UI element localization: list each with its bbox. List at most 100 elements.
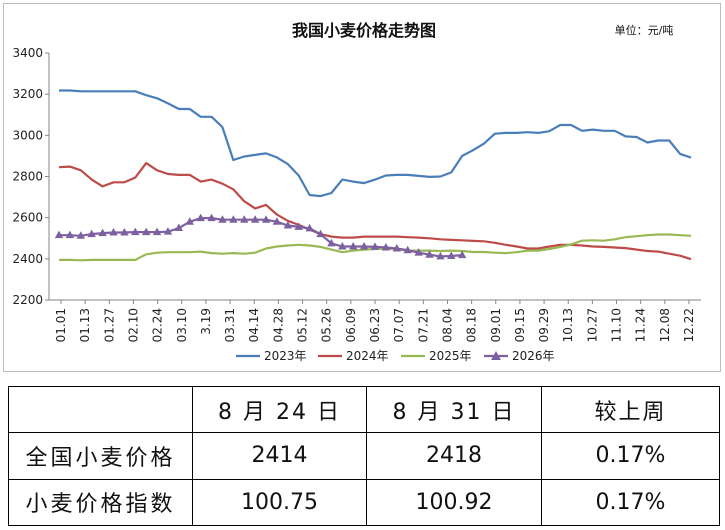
table-cell: 100.92 bbox=[366, 478, 542, 527]
data-point-marker bbox=[261, 215, 271, 223]
y-tick-label: 3400 bbox=[12, 46, 43, 60]
chart-unit-label: 单位：元/吨 bbox=[615, 23, 674, 37]
legend-label: 2026年 bbox=[512, 349, 555, 363]
x-tick-label: 01.13 bbox=[78, 308, 92, 342]
x-tick-label: 09.01 bbox=[489, 308, 503, 342]
y-tick-label: 2800 bbox=[12, 170, 43, 184]
data-point-marker bbox=[436, 251, 445, 260]
data-point-marker bbox=[381, 243, 391, 251]
series-line bbox=[59, 89, 692, 198]
table-cell: 2414 bbox=[192, 432, 367, 480]
table-header-cell: 8 月 31 日 bbox=[366, 385, 542, 434]
x-tick-label: 05.12 bbox=[296, 308, 310, 342]
series-line bbox=[58, 162, 692, 261]
table-row: 小麦价格指数 100.75 100.92 0.17% bbox=[8, 478, 720, 527]
data-point-marker bbox=[240, 215, 249, 223]
table-row: 全国小麦价格 2414 2418 0.17% bbox=[8, 432, 720, 480]
x-tick-label: 09.29 bbox=[537, 308, 551, 342]
x-tick-label: 06.23 bbox=[368, 308, 382, 342]
price-summary-table: 8 月 24 日 8 月 31 日 较上周 全国小麦价格 2414 2418 0… bbox=[8, 385, 720, 527]
data-point-marker bbox=[65, 230, 75, 239]
price-trend-chart: 我国小麦价格走势图 单位：元/吨 2200 2400 2600 2800 3000 320… bbox=[12, 21, 701, 363]
data-point-marker bbox=[414, 248, 423, 256]
data-point-marker bbox=[141, 227, 151, 236]
x-tick-label: 09.15 bbox=[513, 308, 527, 342]
x-tick-label: 01.27 bbox=[102, 308, 116, 342]
x-tick-label: 03.31 bbox=[223, 308, 237, 342]
x-tick-label: 07.21 bbox=[416, 308, 430, 342]
data-point-marker bbox=[283, 220, 293, 229]
data-point-marker bbox=[152, 227, 162, 236]
legend-label: 2023年 bbox=[264, 349, 307, 363]
x-tick-label: 08.04 bbox=[440, 308, 454, 342]
x-tick-label: 04.14 bbox=[247, 308, 261, 342]
chart-panel: 我国小麦价格走势图 单位：元/吨 2200 2400 2600 2800 3000 320… bbox=[3, 3, 721, 372]
chart-legend: 2023年 2024年 2025年 2026年 bbox=[236, 349, 555, 363]
x-tick-label: 07.07 bbox=[392, 308, 406, 342]
x-tick-label: 02.10 bbox=[126, 308, 140, 342]
data-point-marker bbox=[174, 223, 184, 231]
data-point-marker bbox=[359, 241, 369, 250]
data-point-marker bbox=[98, 228, 107, 237]
x-tick-label: 11.24 bbox=[634, 308, 648, 342]
data-point-marker bbox=[131, 227, 140, 236]
table-header-cell bbox=[8, 385, 193, 434]
data-point-marker bbox=[349, 241, 358, 250]
table-cell: 0.17% bbox=[541, 432, 720, 480]
data-point-marker bbox=[250, 215, 260, 223]
data-point-marker bbox=[316, 229, 325, 238]
table-header-cell: 较上周 bbox=[541, 385, 720, 434]
x-tick-label: 12.08 bbox=[658, 308, 672, 342]
x-tick-label: 02.24 bbox=[151, 308, 165, 342]
y-tick-label: 3000 bbox=[12, 128, 43, 142]
data-point-marker bbox=[370, 242, 380, 250]
data-point-marker bbox=[218, 215, 227, 223]
data-point-marker bbox=[54, 230, 64, 239]
x-tick-label: 01.01 bbox=[54, 308, 68, 342]
legend-label: 2024年 bbox=[346, 349, 389, 363]
x-tick-label: 12.22 bbox=[682, 308, 696, 342]
data-point-marker bbox=[305, 223, 314, 232]
data-point-marker bbox=[327, 238, 336, 247]
table-cell: 2418 bbox=[366, 432, 542, 480]
data-point-marker bbox=[196, 213, 205, 222]
chart-series-lines bbox=[54, 89, 692, 262]
row-label: 全国小麦价格 bbox=[8, 432, 193, 480]
data-point-marker bbox=[403, 245, 412, 254]
chart-axes: 2200 2400 2600 2800 3000 3200 3400 01.01 01.13 01… bbox=[12, 46, 701, 342]
data-point-marker bbox=[447, 251, 456, 259]
data-point-marker bbox=[425, 250, 434, 258]
data-point-marker bbox=[294, 222, 303, 230]
y-tick-label: 2600 bbox=[12, 211, 43, 225]
table-cell: 0.17% bbox=[541, 478, 720, 527]
table-header-cell: 8 月 24 日 bbox=[192, 385, 367, 434]
data-point-marker bbox=[338, 241, 347, 250]
legend-label: 2025年 bbox=[429, 349, 472, 363]
data-point-marker bbox=[207, 213, 216, 222]
x-tick-label: 05.26 bbox=[320, 308, 334, 342]
data-point-marker bbox=[272, 217, 282, 225]
x-tick-label: 10.13 bbox=[561, 308, 575, 342]
table-cell: 100.75 bbox=[192, 478, 367, 527]
data-point-marker bbox=[457, 250, 467, 259]
data-point-marker bbox=[76, 231, 85, 239]
data-point-marker bbox=[120, 227, 129, 236]
x-tick-label: 03.10 bbox=[175, 308, 189, 342]
x-tick-label: 06.09 bbox=[344, 308, 358, 342]
data-point-marker bbox=[87, 229, 96, 238]
data-point-marker bbox=[229, 215, 238, 223]
legend-marker bbox=[491, 351, 501, 360]
y-tick-label: 2400 bbox=[12, 252, 43, 266]
y-tick-label: 3200 bbox=[12, 87, 43, 101]
data-point-marker bbox=[163, 227, 173, 235]
x-tick-label: 08.18 bbox=[465, 308, 479, 342]
x-tick-label: 10.27 bbox=[585, 308, 599, 342]
x-tick-label: 3.19 bbox=[199, 308, 213, 335]
y-tick-label: 2200 bbox=[12, 293, 43, 307]
row-label: 小麦价格指数 bbox=[8, 478, 193, 527]
data-point-marker bbox=[392, 244, 401, 252]
table-header-row: 8 月 24 日 8 月 31 日 较上周 bbox=[8, 385, 720, 434]
data-point-marker bbox=[109, 227, 118, 236]
chart-title: 我国小麦价格走势图 bbox=[292, 21, 436, 40]
x-tick-label: 11.10 bbox=[610, 308, 624, 342]
